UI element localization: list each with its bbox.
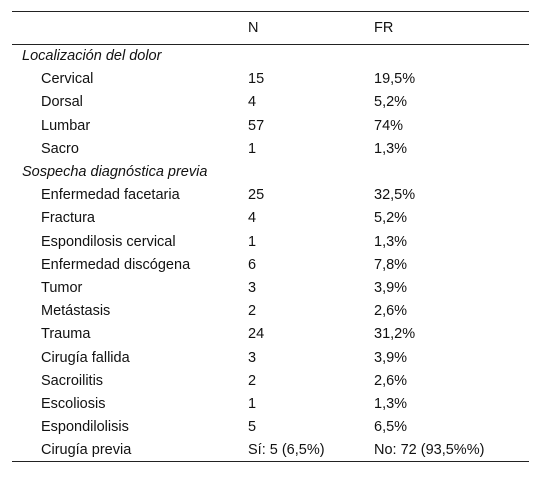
row-fr: 7,8% bbox=[374, 256, 408, 273]
table-row: Sacroilitis 2 2,6% bbox=[12, 369, 529, 392]
table-row: Cirugía previa Sí: 5 (6,5%) No: 72 (93,5… bbox=[12, 438, 529, 463]
data-table-container: N FR Localización del dolor Cervical 15 … bbox=[12, 11, 529, 463]
row-n: 1 bbox=[248, 395, 257, 412]
row-fr: 1,3% bbox=[374, 233, 408, 250]
table-row: Dorsal 4 5,2% bbox=[12, 91, 529, 114]
header-n: N bbox=[248, 11, 374, 45]
table-header-row: N FR bbox=[12, 11, 529, 45]
row-label: Enfermedad facetaria bbox=[41, 187, 180, 204]
row-label: Espondilosis cervical bbox=[41, 233, 176, 250]
row-label: Sacroilitis bbox=[41, 372, 104, 389]
row-label: Sacro bbox=[41, 140, 79, 157]
row-fr: 3,9% bbox=[374, 349, 408, 366]
row-label: Espondilolisis bbox=[41, 419, 129, 436]
row-n: 24 bbox=[248, 326, 265, 343]
row-n: 4 bbox=[248, 94, 257, 111]
row-n: 3 bbox=[248, 279, 257, 296]
table-row: Sacro 1 1,3% bbox=[12, 137, 529, 160]
section-row: Sospecha diagnóstica previa bbox=[12, 160, 529, 183]
row-label: Metástasis bbox=[41, 303, 111, 320]
row-fr: 2,6% bbox=[374, 303, 408, 320]
table-row: Lumbar 57 74% bbox=[12, 114, 529, 137]
row-fr: 5,2% bbox=[374, 210, 408, 227]
table-row: Metástasis 2 2,6% bbox=[12, 300, 529, 323]
row-n: 1 bbox=[248, 233, 257, 250]
data-table: N FR Localización del dolor Cervical 15 … bbox=[12, 11, 529, 463]
table-row: Cirugía fallida 3 3,9% bbox=[12, 346, 529, 369]
table-row: Enfermedad discógena 6 7,8% bbox=[12, 253, 529, 276]
header-blank bbox=[12, 11, 248, 45]
row-fr: 3,9% bbox=[374, 279, 408, 296]
row-label: Escoliosis bbox=[41, 395, 106, 412]
row-fr: 1,3% bbox=[374, 395, 408, 412]
row-n: 2 bbox=[248, 303, 257, 320]
row-label: Cirugía previa bbox=[12, 438, 248, 463]
table-row: Enfermedad facetaria 25 32,5% bbox=[12, 184, 529, 207]
row-n: 1 bbox=[248, 140, 257, 157]
row-fr: 31,2% bbox=[374, 326, 416, 343]
row-fr: 19,5% bbox=[374, 71, 416, 88]
row-label: Dorsal bbox=[41, 94, 83, 111]
table-row: Espondilosis cervical 1 1,3% bbox=[12, 230, 529, 253]
row-n: 57 bbox=[248, 117, 265, 134]
row-n: 3 bbox=[248, 349, 257, 366]
row-n: 25 bbox=[248, 187, 265, 204]
row-fr: 1,3% bbox=[374, 140, 408, 157]
header-fr: FR bbox=[374, 11, 529, 45]
row-n: 5 bbox=[248, 419, 257, 436]
table-row: Espondilolisis 5 6,5% bbox=[12, 416, 529, 439]
row-fr: 32,5% bbox=[374, 187, 416, 204]
row-n: 6 bbox=[248, 256, 257, 273]
table-row: Tumor 3 3,9% bbox=[12, 276, 529, 299]
table-row: Trauma 24 31,2% bbox=[12, 323, 529, 346]
row-n: 2 bbox=[248, 372, 257, 389]
row-fr: 2,6% bbox=[374, 372, 408, 389]
row-n: 4 bbox=[248, 210, 257, 227]
row-label: Cirugía fallida bbox=[41, 349, 130, 366]
section-title: Sospecha diagnóstica previa bbox=[22, 164, 208, 181]
table-row: Fractura 4 5,2% bbox=[12, 207, 529, 230]
row-label: Fractura bbox=[41, 210, 95, 227]
section-row: Localización del dolor bbox=[12, 45, 529, 68]
row-fr: No: 72 (93,5%%) bbox=[374, 438, 529, 463]
row-fr: 6,5% bbox=[374, 419, 408, 436]
section-title: Localización del dolor bbox=[22, 48, 162, 65]
table-row: Cervical 15 19,5% bbox=[12, 68, 529, 91]
table-row: Escoliosis 1 1,3% bbox=[12, 392, 529, 415]
row-label: Tumor bbox=[41, 279, 83, 296]
row-n: Sí: 5 (6,5%) bbox=[248, 438, 374, 463]
row-label: Trauma bbox=[41, 326, 91, 343]
row-n: 15 bbox=[248, 71, 265, 88]
row-fr: 5,2% bbox=[374, 94, 408, 111]
row-label: Cervical bbox=[41, 71, 94, 88]
row-label: Lumbar bbox=[41, 117, 91, 134]
row-fr: 74% bbox=[374, 117, 404, 134]
row-label: Enfermedad discógena bbox=[41, 256, 191, 273]
